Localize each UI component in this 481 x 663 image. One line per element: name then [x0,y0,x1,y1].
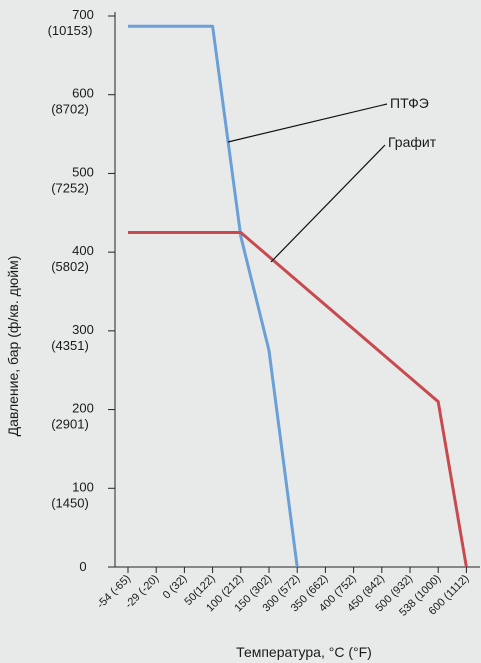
y-tick-label: 700 [72,7,94,22]
y-tick-sublabel: (2901) [51,417,89,432]
y-tick-label: 0 [79,559,86,574]
y-tick-label: 100 [72,479,94,494]
y-tick-label: 400 [72,243,94,258]
x-axis-title: Температура, °C (°F) [236,644,372,660]
y-axis: 0 100(1450) 200(2901) 300(4351) 400(5802) 500… [48,7,116,574]
y-axis-title: Давление, бар (ф/кв. дюйм) [5,256,21,437]
y-tick-label: 300 [72,322,94,337]
graphite-callout-label: Графит [388,134,437,150]
y-tick-label: 600 [72,86,94,101]
series-layer [128,24,468,568]
y-tick-label: 500 [72,164,94,179]
y-tick-sublabel: (4351) [51,338,89,353]
y-tick-sublabel: (1450) [51,495,89,510]
graphite-leader-line [270,144,386,263]
y-tick-sublabel: (7252) [51,180,89,195]
ptfe-callout-label: ПТФЭ [390,95,429,111]
y-tick-sublabel: (5802) [51,259,89,274]
series-line-1 [128,231,468,568]
y-tick-sublabel: (10153) [48,23,93,38]
ptfe-leader-line [227,103,388,143]
y-tick-label: 200 [72,401,94,416]
x-axis: -54 (-65)-29 (-20) 0 (32)50(122)100 (212)… [95,566,480,619]
series-line-0 [128,24,299,568]
callouts: ПТФЭ Графит [227,95,437,263]
y-tick-sublabel: (8702) [51,102,89,117]
